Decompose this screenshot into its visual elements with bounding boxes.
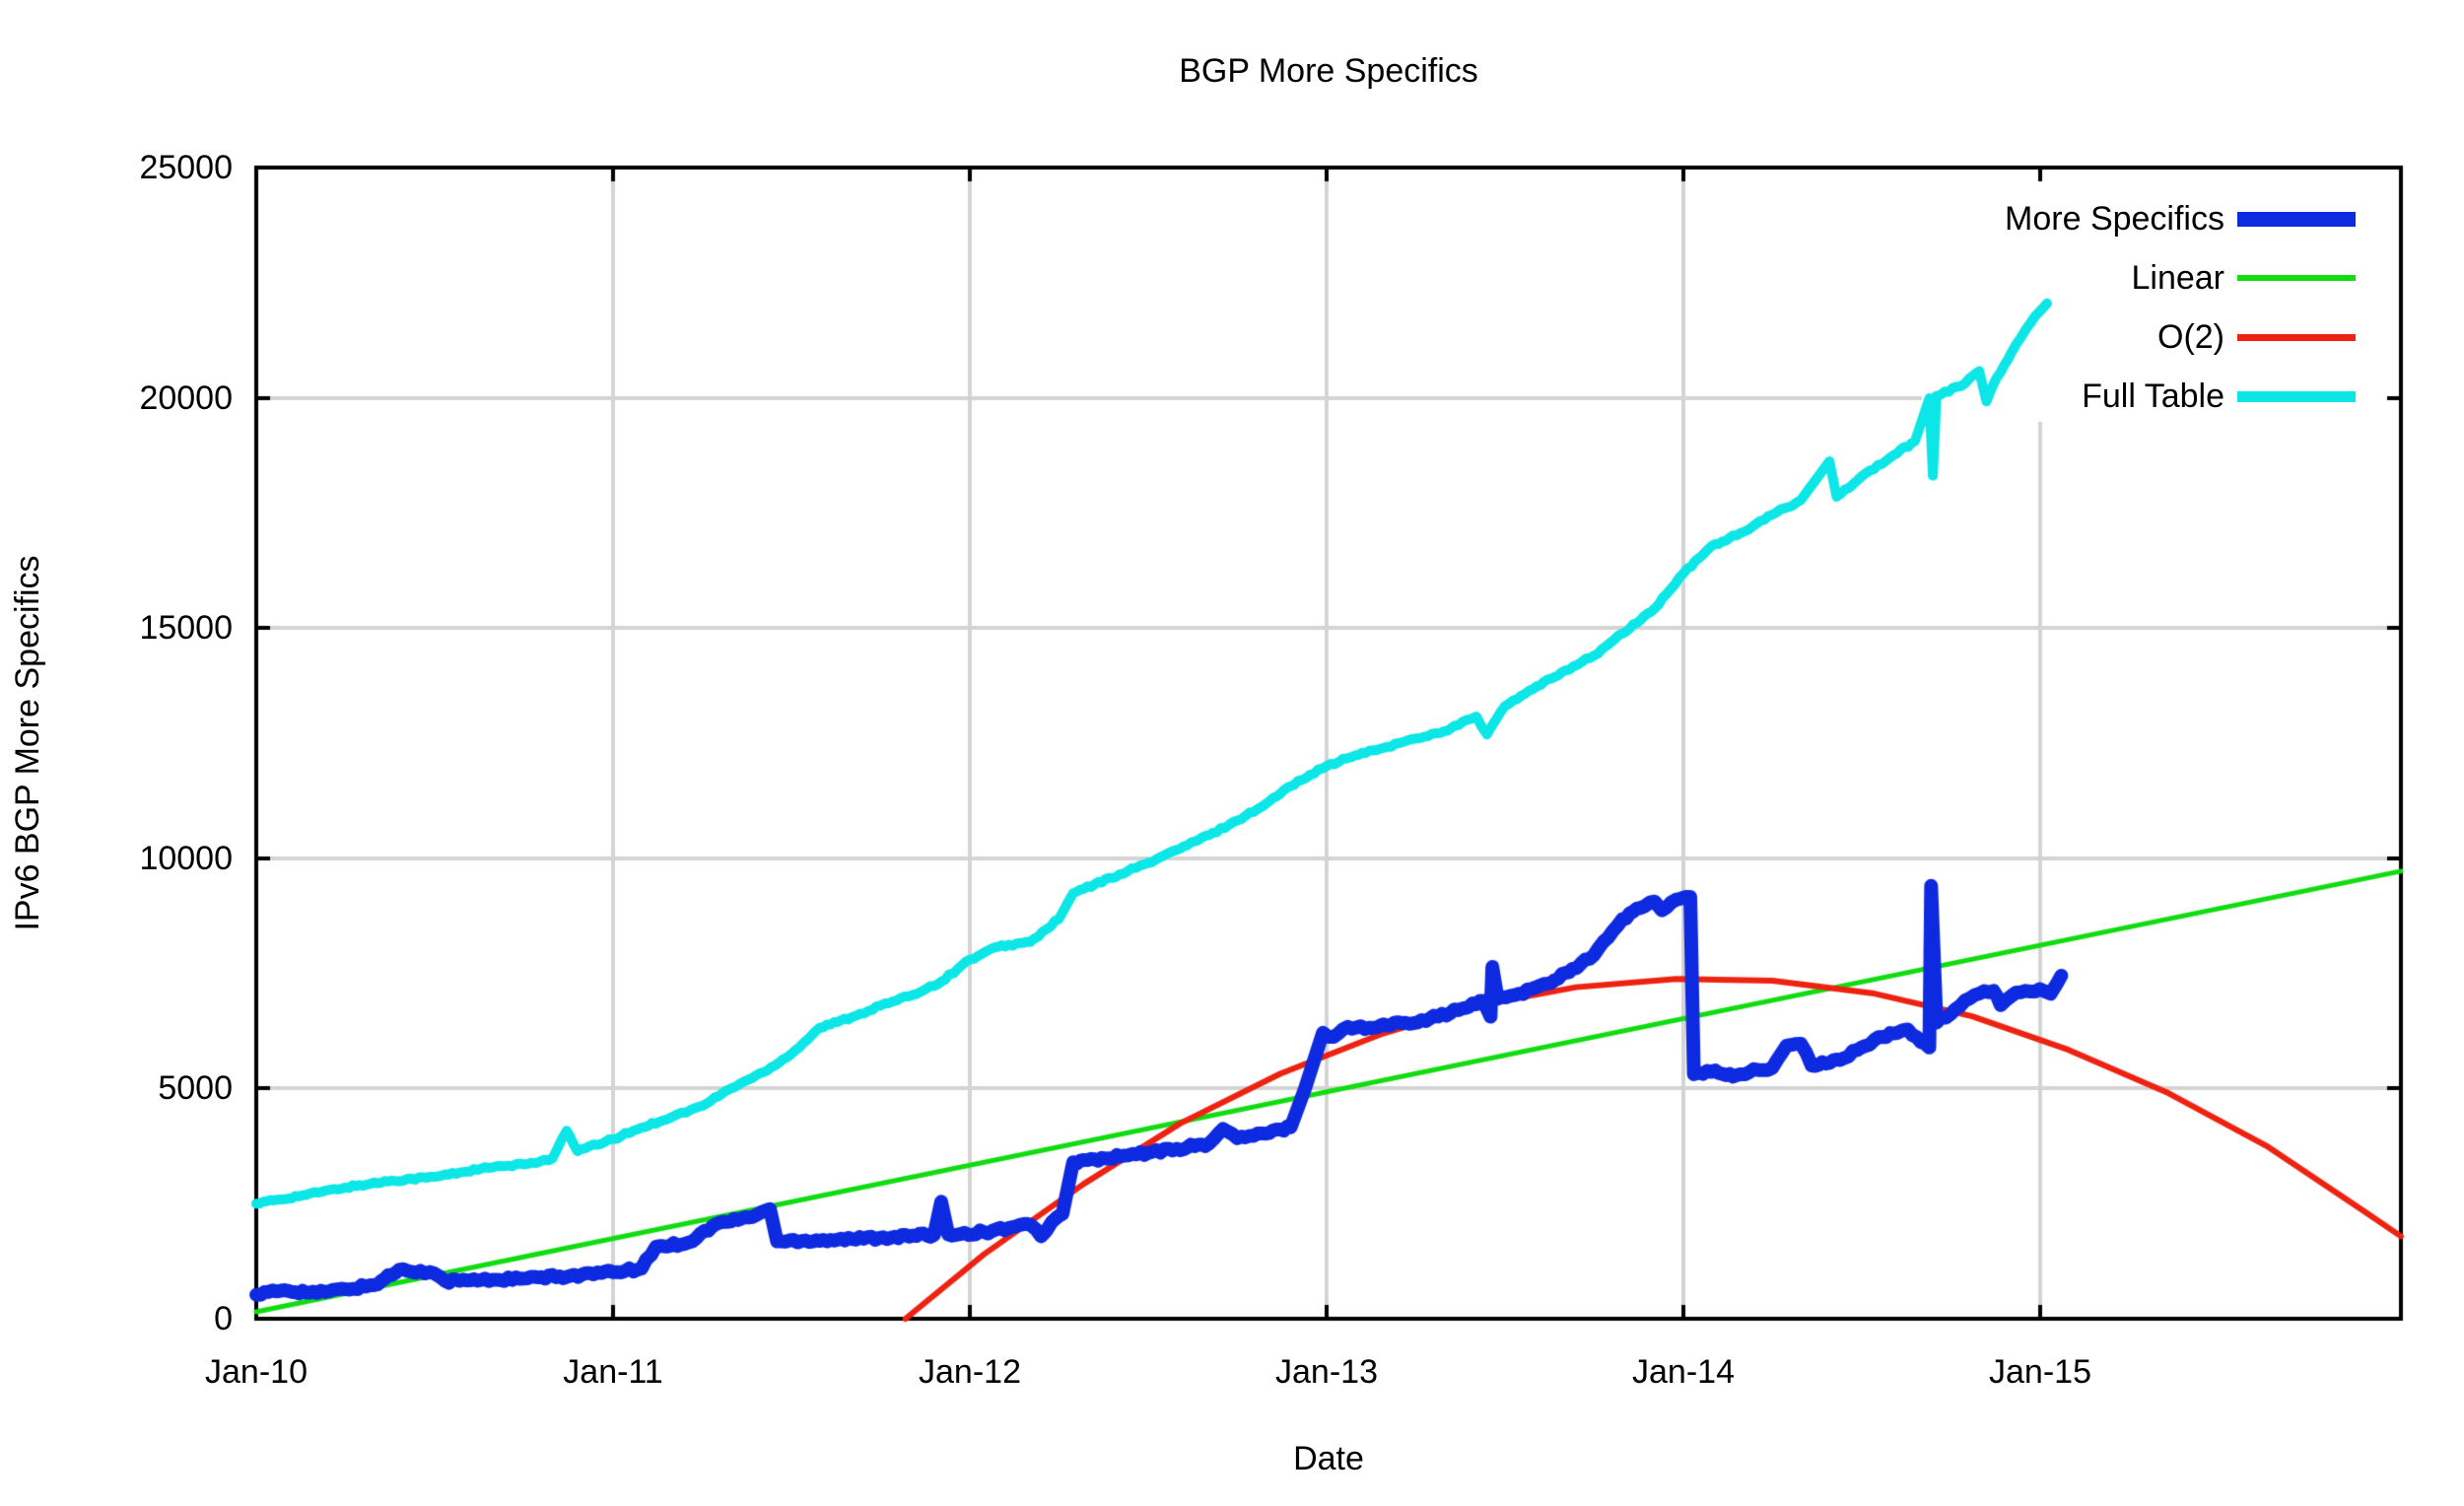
- chart-title: BGP More Specifics: [1179, 52, 1478, 90]
- y-tick-label: 0: [214, 1300, 233, 1337]
- legend-label-o2: O(2): [2157, 318, 2224, 356]
- x-axis-label: Date: [1293, 1440, 1364, 1477]
- y-tick-label: 5000: [158, 1069, 233, 1107]
- legend-label-full-table: Full Table: [2082, 377, 2224, 415]
- legend-label-more-specifics: More Specifics: [2005, 200, 2224, 238]
- x-tick-label: Jan-14: [1632, 1353, 1735, 1391]
- x-tick-label: Jan-15: [1989, 1353, 2091, 1391]
- y-tick-label: 15000: [139, 609, 233, 647]
- legend-swatch-o2: [2237, 333, 2356, 341]
- legend-label-linear: Linear: [2131, 259, 2224, 297]
- legend-swatch-full-table: [2237, 390, 2356, 402]
- legend-swatch-linear: [2237, 275, 2356, 281]
- y-tick-label: 20000: [139, 379, 233, 417]
- y-axis-label: IPv6 BGP More Specifics: [9, 555, 46, 931]
- x-tick-label: Jan-12: [919, 1353, 1021, 1391]
- x-tick-label: Jan-11: [563, 1353, 663, 1391]
- y-tick-label: 10000: [139, 840, 233, 877]
- legend-swatch-more-specifics: [2237, 211, 2356, 227]
- y-tick-label: 25000: [139, 149, 233, 186]
- x-tick-label: Jan-10: [205, 1353, 308, 1391]
- x-tick-label: Jan-13: [1275, 1353, 1378, 1391]
